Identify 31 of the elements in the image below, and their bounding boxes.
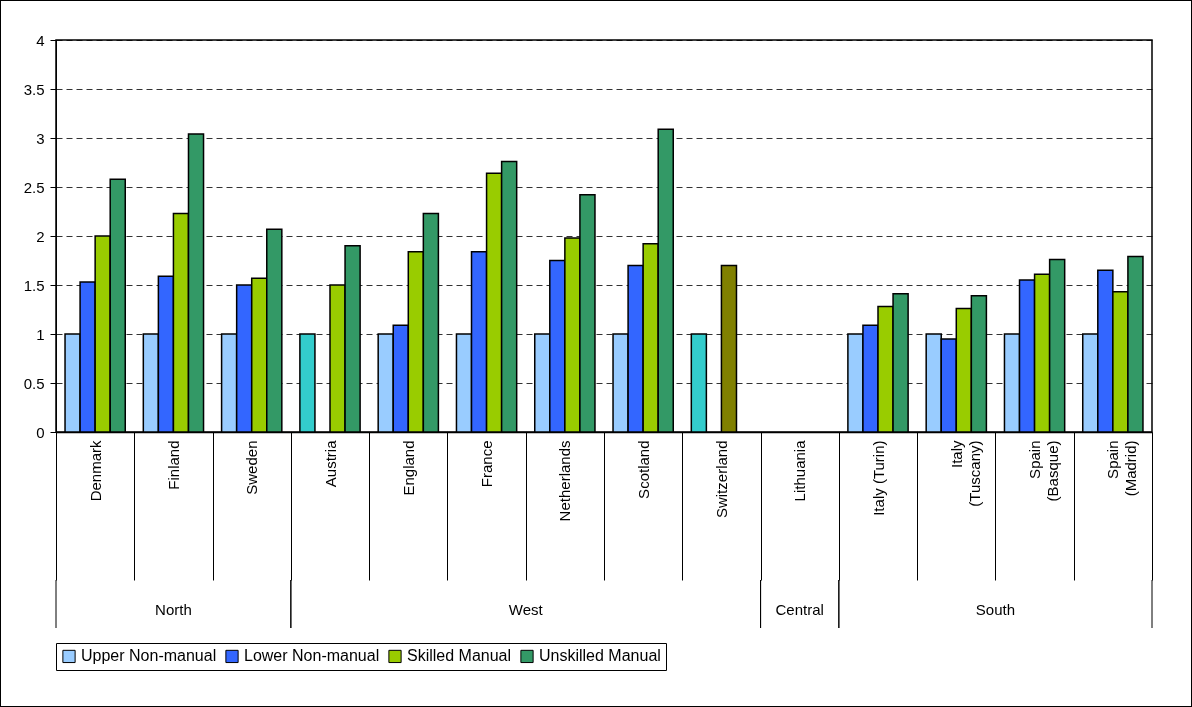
y-tick-label: 1	[36, 325, 45, 343]
x-tick-label: Switzerland	[712, 440, 730, 519]
text: Central	[775, 601, 824, 618]
y-tick-label: 2	[36, 227, 45, 245]
y-tick-label: 2.5	[23, 178, 45, 196]
x-tick-label: Lithuania	[791, 439, 809, 502]
x-tick-label: Italy (Tuscany)	[947, 440, 983, 507]
x-tick-label: Scotland	[634, 440, 652, 499]
y-tick-label: 0.5	[23, 374, 45, 392]
legend-label: Skilled Manual	[407, 647, 512, 665]
x-tick-label: Italy (Turin)	[869, 440, 887, 516]
y-tick-label: 4	[36, 31, 45, 49]
x-tick-label: Spain (Basque)	[1026, 440, 1062, 502]
x-tick-label: Finland	[164, 440, 182, 490]
x-tick-label: Denmark	[86, 440, 104, 502]
x-tick-label: Spain (Madrid)	[1104, 440, 1140, 497]
text: West	[508, 601, 544, 618]
y-tick-label: 3	[36, 129, 45, 147]
legend-label: Upper Non-manual	[81, 647, 217, 665]
x-tick-label: Sweden	[243, 440, 261, 495]
x-tick-label: France	[478, 440, 496, 488]
y-tick-label: 3.5	[23, 80, 45, 98]
y-tick-label: 0	[36, 423, 45, 441]
y-tick-label: 1.5	[23, 276, 45, 294]
legend-label: Lower Non-manual	[244, 647, 380, 665]
x-tick-label: Austria	[321, 439, 339, 488]
x-tick-label: England	[399, 440, 417, 496]
legend-label: Unskilled Manual	[539, 647, 661, 665]
text: North	[155, 601, 192, 618]
x-tick-label: Netherlands	[556, 440, 574, 522]
text: South	[975, 601, 1016, 618]
